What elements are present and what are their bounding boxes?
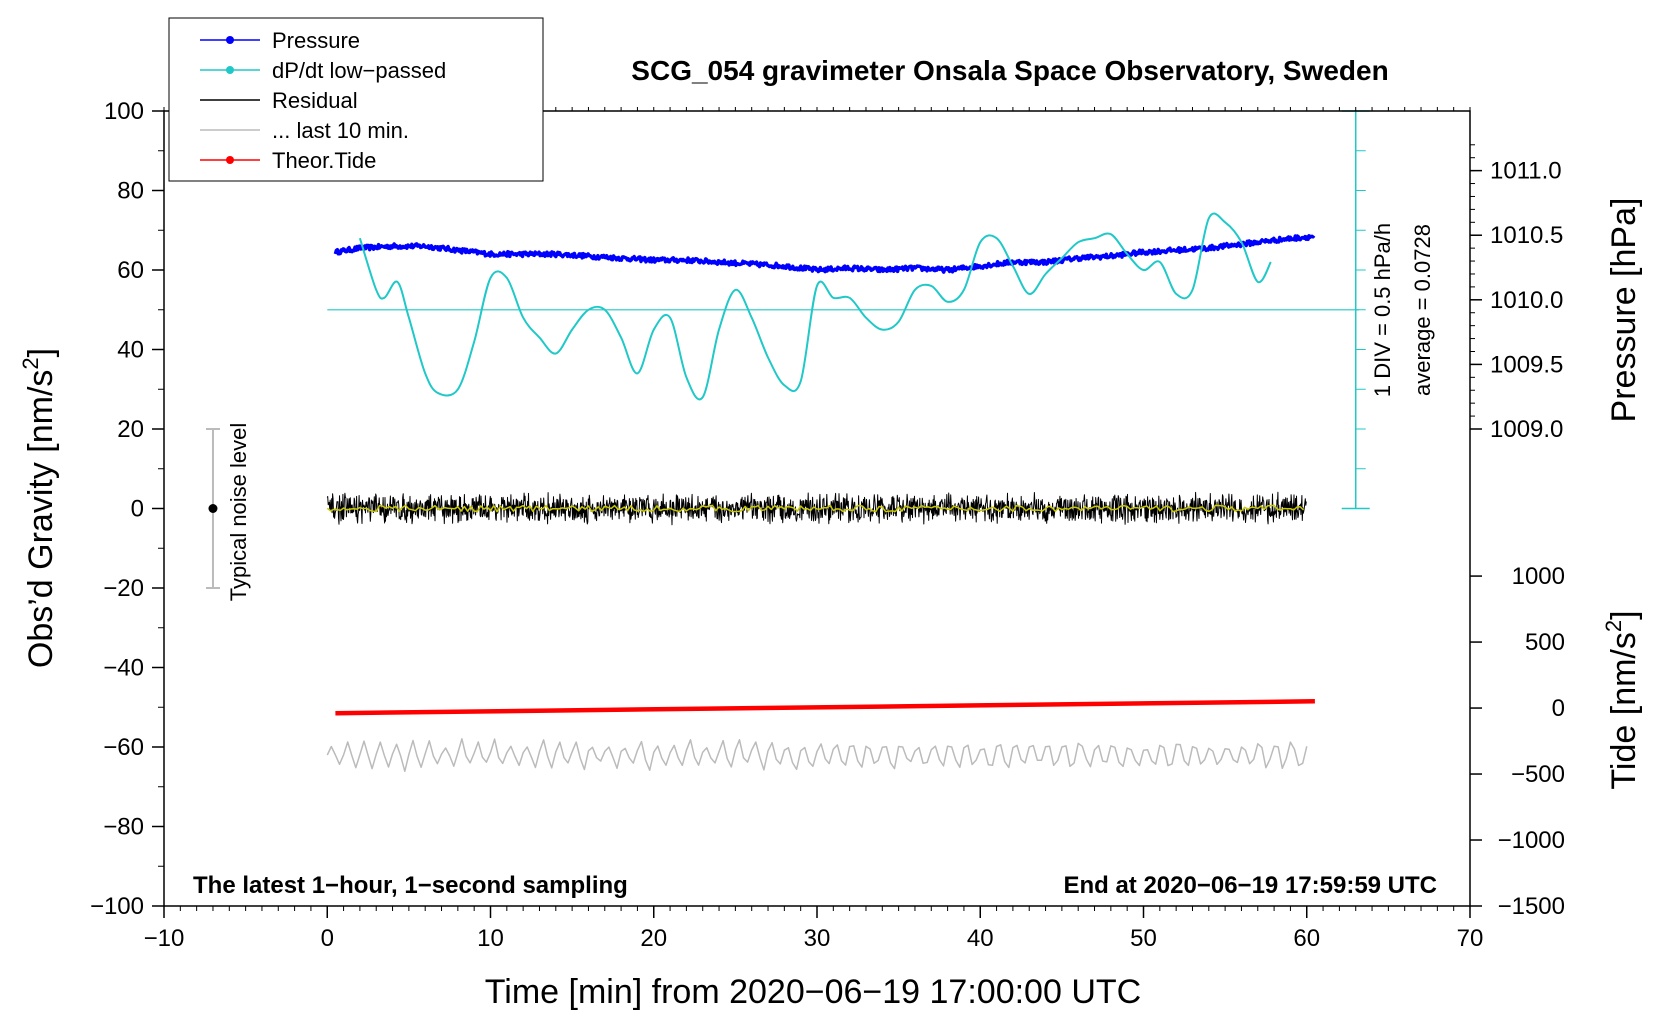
y-axis-title-pressure: Pressure [hPa]: [1605, 198, 1643, 423]
legend-label: dP/dt low−passed: [272, 58, 446, 83]
legend-label: Residual: [272, 88, 358, 113]
pressure-tick-label: 1011.0: [1490, 158, 1562, 185]
legend-label: Pressure: [272, 28, 360, 53]
noise-level-label: Typical noise level: [226, 423, 251, 602]
series-residual-smoothed: [326, 504, 1305, 513]
y-tick-label: −100: [90, 893, 144, 920]
x-tick-label: 0: [321, 925, 334, 952]
scale-average-label: average = 0.0728: [1410, 224, 1435, 396]
y-axis-title-left: Obs’d Gravity [nm/s2]: [18, 348, 60, 668]
tide-tick-label: −500: [1511, 761, 1565, 788]
y-tick-label: −40: [103, 655, 144, 682]
y-tick-label: −60: [103, 734, 144, 761]
x-tick-label: 60: [1293, 925, 1320, 952]
axis-layer: −10 0 10 20 30 40 50 60 70−100−80−60−40−20020406…: [90, 98, 1565, 952]
x-tick-label: 70: [1457, 925, 1484, 952]
tide-tick-label: 0: [1552, 695, 1565, 722]
x-tick-label: 30: [804, 925, 831, 952]
x-tick-label: 20: [640, 925, 667, 952]
y-axis-title-tide: Tide [nm/s2]: [1601, 610, 1643, 789]
tide-tick-label: −1500: [1498, 893, 1565, 920]
series-residual: [326, 491, 1307, 526]
plot-layer: [205, 110, 1370, 773]
series-theor-tide: [335, 699, 1315, 716]
x-axis-title: Time [min] from 2020−06−19 17:00:00 UTC: [485, 973, 1141, 1011]
y-tick-label: 0: [131, 496, 144, 523]
chart-title: SCG_054 gravimeter Onsala Space Observat…: [631, 55, 1388, 86]
x-tick-label: 50: [1130, 925, 1157, 952]
y-tick-label: 40: [117, 337, 144, 364]
tide-tick-label: 500: [1525, 629, 1565, 656]
y-tick-label: 100: [104, 98, 144, 125]
x-tick-label: −10: [144, 925, 185, 952]
x-tick-label: 10: [477, 925, 504, 952]
tide-tick-label: 1000: [1512, 563, 1565, 590]
pressure-tick-label: 1009.0: [1490, 416, 1563, 443]
legend-label: ... last 10 min.: [272, 118, 409, 143]
pressure-tick-label: 1010.0: [1490, 287, 1563, 314]
y-tick-label: −80: [103, 814, 144, 841]
y-tick-label: 60: [117, 257, 144, 284]
scale-div-label: 1 DIV = 0.5 hPa/h: [1370, 223, 1395, 397]
y-tick-label: 80: [117, 178, 144, 205]
x-tick-label: 40: [967, 925, 994, 952]
legend: Pressure dP/dt low−passed Residual ... last…: [168, 17, 544, 182]
pressure-tick-label: 1010.5: [1490, 222, 1563, 249]
noise-bar-center: [208, 504, 218, 513]
y-tick-label: −20: [103, 575, 144, 602]
legend-marker: [226, 156, 234, 164]
footer-right: End at 2020−06−19 17:59:59 UTC: [1063, 872, 1437, 899]
footer-left: The latest 1−hour, 1−second sampling: [193, 872, 628, 899]
series-last-10-min: [326, 738, 1308, 773]
y-tick-label: 20: [117, 416, 144, 443]
legend-label: Theor.Tide: [272, 148, 376, 173]
legend-marker: [226, 36, 234, 44]
series-pressure: [333, 234, 1316, 274]
series-dp-dt-low-passed: [358, 212, 1272, 401]
legend-marker: [226, 66, 234, 74]
tide-tick-label: −1000: [1498, 827, 1565, 854]
pressure-tick-label: 1009.5: [1490, 351, 1563, 378]
